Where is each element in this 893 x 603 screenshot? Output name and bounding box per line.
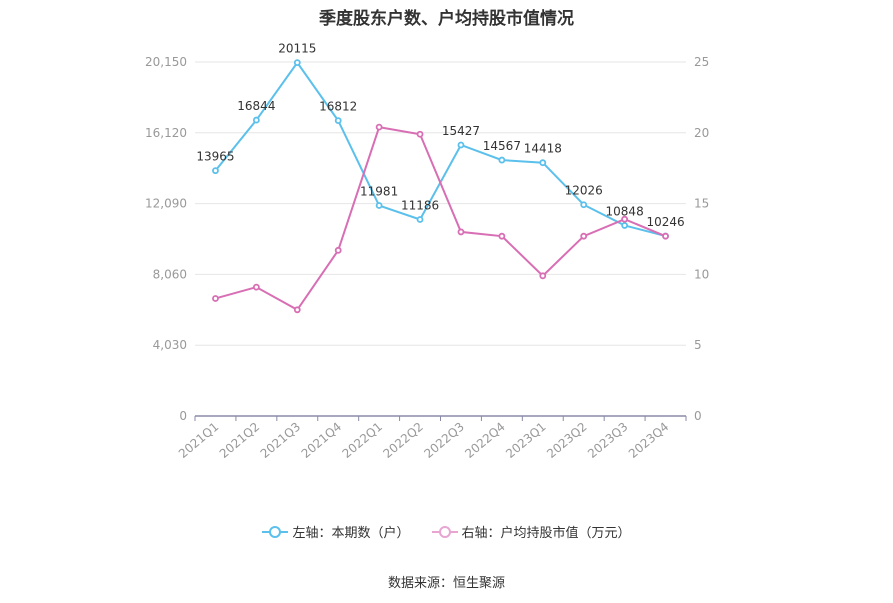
data-point-left — [212, 167, 219, 175]
y-right-tick-label: 20 — [694, 126, 709, 140]
data-label: 15427 — [442, 124, 480, 138]
x-tick-label: 2021Q1 — [176, 420, 221, 461]
data-point-right — [252, 283, 260, 291]
x-tick-label: 2021Q4 — [299, 420, 344, 461]
data-point-left — [498, 156, 506, 164]
x-tick-label: 2023Q1 — [503, 420, 548, 461]
legend-label-left-series: 左轴：本期数（户） — [292, 526, 410, 541]
series-line-left — [214, 60, 666, 237]
data-label: 14418 — [524, 142, 562, 156]
data-point-left — [539, 159, 547, 167]
legend-item-right-series[interactable]: 右轴：户均持股市值（万元） — [431, 522, 631, 541]
y-left-tick-label: 4,030 — [153, 338, 187, 352]
data-point-right — [498, 232, 506, 240]
y-right-tick-label: 5 — [694, 338, 702, 352]
series-line-right — [215, 126, 666, 312]
data-label: 14567 — [483, 139, 521, 153]
x-tick-label: 2023Q2 — [544, 420, 589, 461]
data-point-right — [580, 232, 588, 240]
data-point-right — [212, 295, 219, 302]
data-point-right — [621, 215, 629, 223]
data-point-right — [334, 246, 342, 254]
y-right-tick-label: 15 — [694, 197, 709, 211]
x-tick-label: 2022Q2 — [380, 420, 425, 461]
data-label: 12026 — [565, 184, 603, 198]
y-left-tick-label: 12,090 — [145, 197, 187, 211]
data-point-right — [416, 130, 424, 138]
legend-item-left-series[interactable]: 左轴：本期数（户） — [262, 522, 410, 541]
x-tick-label: 2023Q3 — [585, 420, 630, 461]
data-point-left — [375, 202, 383, 209]
data-label: 11186 — [401, 198, 439, 212]
data-label: 16812 — [319, 100, 357, 114]
x-tick-label: 2021Q3 — [258, 420, 303, 461]
data-point-right — [539, 272, 547, 280]
legend-marker-left-icon — [262, 525, 289, 538]
data-point-left — [416, 216, 424, 223]
y-right-tick-label: 10 — [694, 267, 709, 281]
data-point-right — [375, 123, 383, 131]
x-tick-label: 2023Q4 — [626, 420, 671, 461]
chart-title: 季度股东户数、户均持股市值情况 — [319, 9, 574, 29]
y-right-tick-label: 25 — [694, 55, 709, 69]
legend-label-right-series: 右轴：户均持股市值（万元） — [461, 526, 631, 541]
chart-legend: 左轴：本期数（户） 右轴：户均持股市值（万元） — [0, 522, 893, 541]
data-label: 13965 — [196, 150, 234, 164]
y-right-tick-label: 0 — [694, 409, 702, 423]
x-tick-label: 2022Q1 — [340, 420, 385, 461]
y-left-tick-label: 8,060 — [153, 267, 187, 281]
legend-marker-right-icon — [431, 525, 458, 538]
x-tick-label: 2022Q4 — [462, 420, 507, 461]
data-point-right — [293, 306, 301, 314]
data-point-left — [457, 141, 465, 149]
data-point-left — [334, 117, 342, 125]
x-tick-label: 2021Q2 — [217, 420, 262, 461]
data-label: 11981 — [360, 185, 398, 199]
data-point-right — [662, 232, 669, 240]
data-source: 数据来源：恒生聚源 — [387, 576, 505, 591]
data-label: 20115 — [278, 42, 316, 56]
data-label: 16844 — [237, 99, 275, 113]
data-point-left — [621, 222, 629, 229]
data-point-right — [457, 228, 465, 236]
y-left-tick-label: 20,150 — [145, 55, 187, 69]
data-point-left — [293, 59, 301, 67]
data-label: 10246 — [646, 215, 684, 229]
data-point-left — [252, 116, 260, 124]
y-left-tick-label: 16,120 — [145, 126, 187, 140]
data-label: 10848 — [606, 204, 644, 218]
data-point-left — [580, 201, 588, 209]
y-left-tick-label: 0 — [179, 409, 187, 423]
x-tick-label: 2022Q3 — [421, 420, 466, 461]
